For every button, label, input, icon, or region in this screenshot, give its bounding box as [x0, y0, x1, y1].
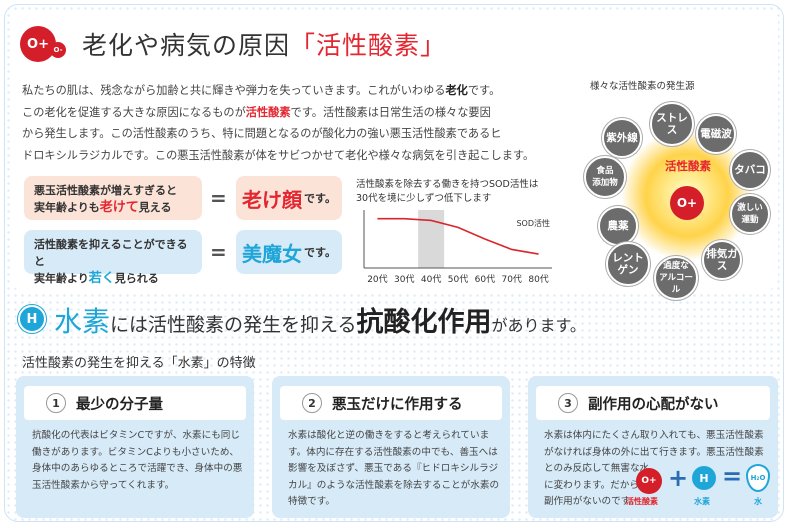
intro-text: 私たちの肌は、残念ながら加齢と共に輝きや弾力を失っていきます。これがいわゆる老化…: [22, 84, 535, 162]
formula-radical-label: 活性酸素: [626, 497, 658, 506]
source-bubble: 農薬: [598, 206, 638, 246]
hydrogen-icon: H: [692, 466, 716, 490]
plus-sign: +: [668, 464, 689, 492]
features-subtitle: 活性酸素の発生を抑える「水素」の特徴: [22, 356, 256, 371]
feature-card: 2 悪玉だけに作用する 水素は酸化と逆の働きをすると考えられています。体内に存在す…: [272, 376, 510, 518]
source-bubble: 排気ガス: [702, 240, 742, 280]
formula-water-label: 水: [754, 497, 762, 506]
x-tick-label: 30代: [394, 274, 414, 285]
compare-old-text: 悪玉活性酸素が増えすぎると 実年齢よりも老けて見える: [24, 176, 202, 220]
sod-chart: 20代 30代 40代 50代 60代 70代 80代 SOD活性: [363, 210, 552, 285]
x-tick-label: 50代: [448, 274, 468, 285]
source-bubble: ストレス: [650, 102, 694, 146]
hydrogen-badge-icon: H: [18, 305, 46, 333]
radical-icon: O+: [20, 26, 56, 62]
highlight-band: [418, 210, 445, 268]
compare-young-text: 活性酸素を抑えることができると 実年齢より若く見られる: [24, 230, 202, 286]
feature-card: 1 最少の分子量 抗酸化の代表はビタミンCですが、水素にも同じ働きがあります。ビタ…: [16, 376, 254, 518]
x-tick-label: 80代: [528, 274, 548, 285]
page-title: 老化や病気の原因「活性酸素」: [82, 31, 447, 60]
x-tick-label: 20代: [367, 274, 387, 285]
x-tick-label: 70代: [501, 274, 521, 285]
sources-title: 様々な活性酸素の発生源: [590, 81, 695, 92]
water-drop-icon: H₂O: [746, 464, 770, 492]
source-bubble: 過度な アルコール: [654, 256, 698, 300]
result-beauty: 美魔女 です。: [236, 230, 342, 274]
feature-card: 3 副作用の心配がない 水素は体内にたくさん取り入れても、悪玉活性酸素がなければ身…: [528, 376, 778, 518]
sources-center-label: 活性酸素: [665, 159, 711, 173]
series-label: SOD活性: [516, 218, 550, 228]
formula-hydrogen-label: 水素: [694, 497, 710, 506]
source-bubble: タバコ: [730, 150, 770, 190]
source-bubble: レントゲン: [606, 242, 650, 286]
source-bubble: 紫外線: [602, 118, 642, 158]
source-bubble: 激しい 運動: [730, 194, 770, 234]
radical-icon: O+: [670, 186, 704, 220]
equals-sign: =: [210, 186, 227, 210]
sources-cluster: 活性酸素 O+ 紫外線 ストレス 電磁波食品 添加物 タバコ農薬 激しい 運動レントゲン 過度…: [584, 100, 782, 300]
chart-caption: 活性酸素を除去する働きを持つSOD活性は 30代を境に少しずつ低下します: [356, 179, 539, 204]
equals-sign: =: [210, 240, 227, 264]
x-tick-label: 40代: [421, 274, 441, 285]
hydrogen-heading: 水素には活性酸素の発生を抑える抗酸化作用があります。: [54, 305, 586, 338]
source-bubble: 電磁波: [696, 114, 736, 154]
radical-icon: O+: [636, 468, 662, 494]
sod-line: [377, 217, 539, 255]
equals-sign: =: [722, 462, 743, 490]
x-tick-label: 60代: [475, 274, 495, 285]
radical-small-icon: O-: [50, 42, 66, 58]
source-bubble: 食品 添加物: [584, 156, 626, 198]
result-old-face: 老け顔 です。: [236, 176, 342, 220]
